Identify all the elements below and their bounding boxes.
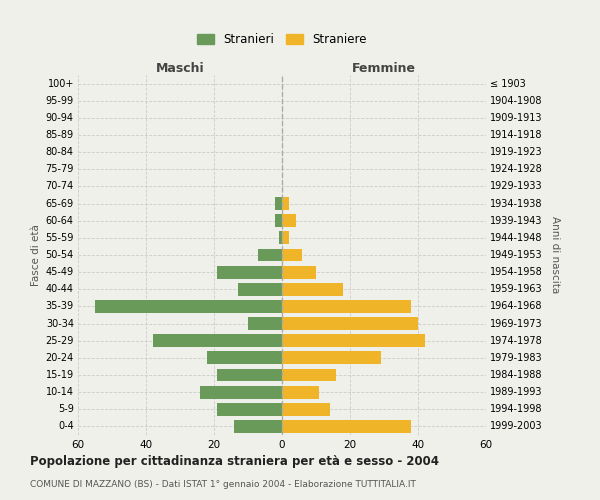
Text: COMUNE DI MAZZANO (BS) - Dati ISTAT 1° gennaio 2004 - Elaborazione TUTTITALIA.IT: COMUNE DI MAZZANO (BS) - Dati ISTAT 1° g… [30,480,416,489]
Bar [282,232,289,244]
Y-axis label: Fasce di età: Fasce di età [31,224,41,286]
Bar [282,214,296,227]
Text: Femmine: Femmine [352,62,416,75]
Bar [282,386,319,398]
Bar [278,232,282,244]
Y-axis label: Anni di nascita: Anni di nascita [550,216,560,294]
Bar [217,266,282,278]
Bar [200,386,282,398]
Bar [95,300,282,313]
Bar [282,334,425,347]
Bar [258,248,282,262]
Bar [217,368,282,382]
Bar [282,352,380,364]
Bar [282,283,343,296]
Bar [248,317,282,330]
Bar [153,334,282,347]
Text: Popolazione per cittadinanza straniera per età e sesso - 2004: Popolazione per cittadinanza straniera p… [30,455,439,468]
Text: Maschi: Maschi [155,62,205,75]
Bar [207,352,282,364]
Bar [282,300,411,313]
Bar [235,420,282,433]
Bar [275,197,282,210]
Bar [282,420,411,433]
Bar [238,283,282,296]
Bar [282,317,418,330]
Bar [282,248,302,262]
Bar [282,266,316,278]
Bar [217,403,282,415]
Bar [275,214,282,227]
Bar [282,403,329,415]
Bar [282,368,337,382]
Legend: Stranieri, Straniere: Stranieri, Straniere [193,28,371,50]
Bar [282,197,289,210]
